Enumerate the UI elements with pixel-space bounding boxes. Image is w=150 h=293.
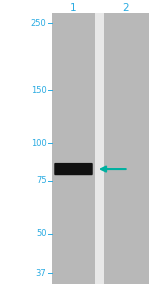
- FancyBboxPatch shape: [54, 163, 93, 175]
- Text: 2: 2: [123, 3, 129, 13]
- Text: 50: 50: [36, 229, 46, 238]
- Text: 37: 37: [36, 269, 46, 278]
- Bar: [95, 13, 104, 284]
- Text: 75: 75: [36, 176, 46, 185]
- Bar: [52, 13, 95, 284]
- Bar: [104, 13, 148, 284]
- Text: 100: 100: [31, 139, 46, 148]
- Text: 1: 1: [70, 3, 77, 13]
- Text: 150: 150: [31, 86, 46, 95]
- Text: 250: 250: [31, 19, 46, 28]
